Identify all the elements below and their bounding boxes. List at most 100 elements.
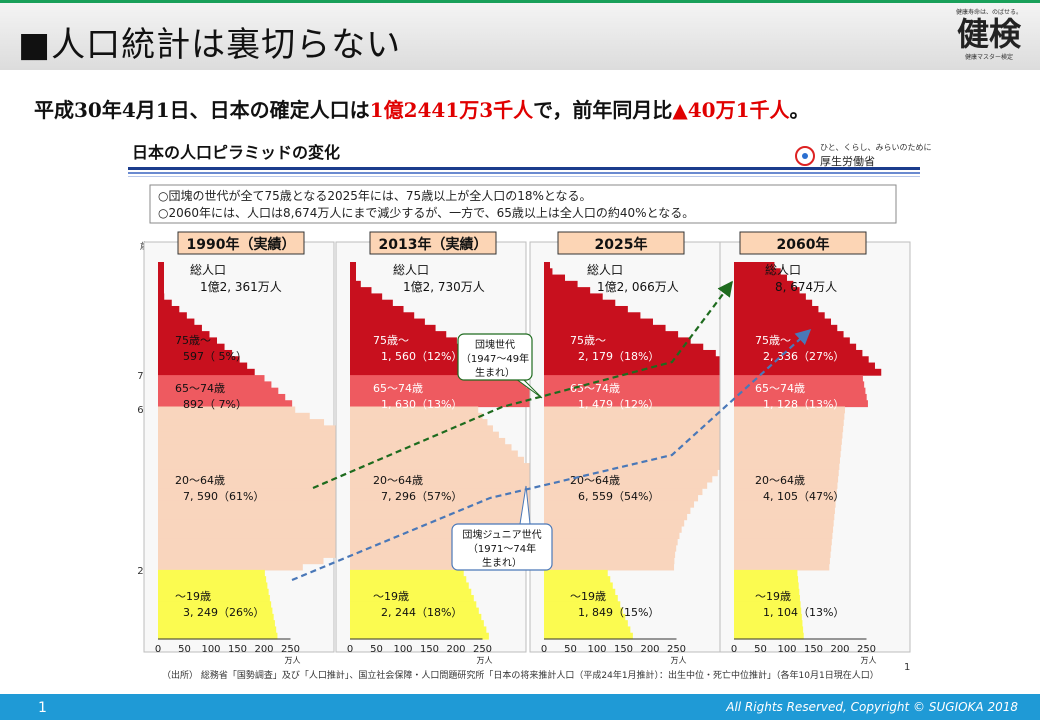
logo-subtitle: 健康マスター検定: [964, 54, 1013, 61]
pyramid-bar: [544, 324, 666, 332]
pyramid-bar: [158, 393, 286, 401]
pyramid-bar: [158, 588, 269, 596]
x-tick-label: 100: [587, 644, 606, 655]
copyright: All Rights Reserved, Copyright © SUGIOKA…: [726, 700, 1018, 714]
headline-part3: 。: [789, 98, 810, 122]
pyramid-bar: [158, 538, 382, 546]
headline-part2: で，前年同月比: [533, 98, 673, 122]
pyramid-bar: [734, 431, 843, 439]
pyramid-bar: [158, 620, 275, 628]
pyramid-bar: [158, 331, 210, 338]
pyramid-bar: [350, 375, 519, 382]
pyramid-bar: [544, 356, 729, 364]
pyramid-bar: [544, 551, 676, 558]
pyramid-bar: [544, 331, 679, 338]
pyramid-bar: [158, 406, 296, 414]
source-note: （出所） 総務省「国勢調査」及び「人口推計」、国立社会保障・人口問題研究所「日本…: [162, 669, 879, 681]
pyramid-bar: [544, 582, 613, 590]
x-tick-label: 0: [541, 644, 547, 655]
x-unit-label: 万人: [285, 656, 301, 665]
pyramid-bar: [734, 387, 866, 395]
pyramid-bar: [350, 463, 530, 470]
pyramid-bar: [350, 513, 550, 521]
pyramid-bar: [158, 551, 344, 558]
pyramid-bar: [734, 475, 839, 483]
junior-cohort-arrow: [291, 328, 812, 582]
pyramid-bar: [350, 268, 356, 276]
pyramid-bar: [544, 412, 784, 420]
pyramid-bar: [734, 626, 804, 634]
pyramid-bar: [544, 557, 675, 565]
age-group-name: 20～64歳: [373, 474, 423, 487]
pyramid-bar: [544, 507, 691, 514]
total-value: 8, 674万人: [775, 280, 837, 294]
headline-part1: 平成30年4月1日、日本の確定人口は: [34, 98, 370, 122]
x-tick-label: 250: [281, 644, 300, 655]
pyramid-bar: [734, 582, 799, 590]
pyramid-bar: [158, 576, 267, 584]
age-group-name: 20～64歳: [755, 474, 805, 487]
pyramid-bar: [350, 613, 482, 621]
pyramid-bar: [734, 450, 841, 458]
pyramid-bar: [350, 494, 549, 502]
age-group-value: 1, 849（15%）: [578, 606, 659, 619]
x-tick-label: 0: [155, 644, 161, 655]
x-tick-label: 150: [804, 644, 823, 655]
pyramid-bar: [350, 444, 512, 452]
pyramid-bar: [734, 368, 882, 376]
pyramid-bar: [544, 469, 718, 477]
pyramid-bar: [544, 387, 772, 395]
pyramid-bar: [544, 450, 737, 458]
x-tick-label: 100: [777, 644, 796, 655]
pyramid-bar: [734, 287, 800, 295]
total-value: 1億2, 361万人: [200, 280, 282, 294]
junior-callout-line: （1971～74年: [468, 542, 536, 555]
pyramid-bar: [350, 538, 537, 546]
age-group-name: 65～74歳: [755, 382, 805, 395]
pyramid-bar: [544, 274, 566, 282]
x-tick-label: 50: [178, 644, 191, 655]
total-value: 1億2, 730万人: [403, 280, 485, 294]
pyramid-bar: [734, 299, 813, 307]
pyramid-bar: [350, 532, 541, 540]
pyramid-bar: [544, 481, 708, 489]
pyramid-bar: [158, 500, 457, 508]
age-group-value: 1, 560（12%）: [381, 350, 462, 363]
total-label: 総人口: [190, 263, 226, 277]
pyramid-bar: [734, 620, 803, 628]
year-header-box: [739, 231, 867, 255]
pyramid-bar: [734, 349, 863, 357]
pyramid-bar: [350, 544, 532, 552]
pyramid-bar: [158, 519, 428, 527]
pyramid-bar: [734, 343, 857, 351]
pyramid-bar: [350, 576, 467, 584]
headline-population: 1億2441万3千人: [369, 98, 534, 122]
pyramid-bar: [544, 613, 626, 621]
logo-mark: 健検: [956, 15, 1021, 53]
pyramid-bar: [734, 268, 781, 276]
pyramid-bar: [158, 293, 165, 301]
x-tick-label: 200: [254, 644, 273, 655]
age-group-value: 6, 559（54%）: [578, 490, 659, 503]
pyramid-bar: [544, 318, 653, 326]
pyramid-bar: [158, 475, 460, 483]
age-group-value: 597（ 5%）: [183, 350, 247, 363]
pyramid-bar: [158, 274, 164, 282]
pyramid-bar: [350, 431, 499, 439]
year-header: 2025年: [595, 236, 648, 253]
pyramid-bar: [734, 463, 840, 470]
pyramid-bar: [350, 318, 425, 326]
figure-title-underline: [128, 167, 920, 177]
age-group-name: 75歳～: [570, 334, 606, 347]
pyramid-bar: [350, 362, 500, 370]
pyramid-bar: [734, 393, 867, 401]
pyramid-bar: [158, 463, 401, 470]
pyramid-bar: [544, 563, 675, 571]
x-tick-label: 250: [473, 644, 492, 655]
year-header: 1990年（実績）: [187, 236, 296, 253]
pyramid-bar: [350, 519, 548, 527]
pyramid-bar: [350, 293, 383, 301]
figure-title: 日本の人口ピラミッドの変化: [132, 143, 340, 162]
total-label: 総人口: [587, 263, 623, 277]
pyramid-bar: [544, 626, 631, 634]
